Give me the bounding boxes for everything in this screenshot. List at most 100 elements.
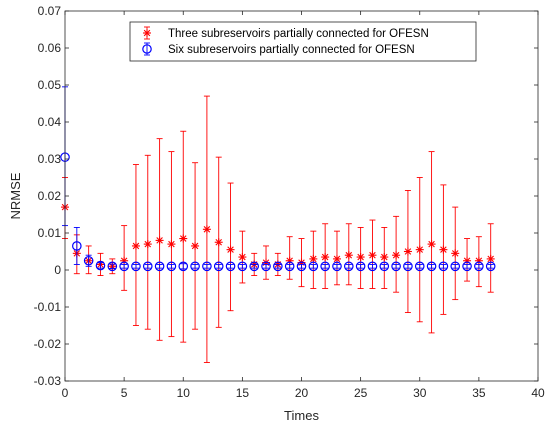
asterisk-stroke (345, 251, 353, 259)
asterisk-stroke (168, 240, 175, 248)
data-point (438, 261, 449, 272)
asterisk-stroke (416, 246, 424, 253)
data-point (450, 261, 461, 272)
asterisk-stroke (440, 246, 447, 253)
series-1 (61, 95, 495, 363)
x-tick-label: 10 (177, 386, 191, 400)
legend: Three subreservoirs partially connected … (129, 21, 477, 62)
asterisk-stroke (215, 238, 222, 246)
data-point (143, 240, 152, 249)
data-point (95, 260, 106, 271)
data-point (83, 255, 94, 266)
asterisk-stroke (381, 253, 388, 261)
asterisk-stroke (487, 255, 494, 263)
x-tick-label: 5 (121, 386, 128, 400)
y-tick-label: -0.03 (34, 374, 62, 388)
asterisk-stroke (203, 226, 211, 233)
data-point (142, 261, 153, 272)
data-point (415, 245, 424, 254)
y-tick-label: 0.04 (38, 115, 62, 129)
asterisk-stroke (156, 237, 163, 244)
data-point (296, 261, 307, 272)
data-point (155, 236, 164, 245)
y-tick-label: 0.07 (38, 4, 62, 18)
y-tick-label: -0.02 (34, 337, 62, 351)
data-point (321, 253, 330, 262)
data-point (284, 261, 295, 272)
series-layer (60, 86, 496, 363)
asterisk-stroke (191, 242, 199, 250)
data-point (202, 261, 212, 272)
data-point (249, 261, 259, 272)
data-point (367, 261, 378, 272)
data-point (414, 261, 425, 272)
y-tick-label: -0.01 (34, 300, 62, 314)
y-tick-label: 0.06 (38, 41, 62, 55)
y-axis-label: NRMSE (8, 172, 23, 219)
data-point (343, 261, 354, 272)
asterisk-stroke (227, 246, 234, 253)
data-point (451, 249, 460, 258)
asterisk-stroke (179, 235, 187, 242)
plot-area (65, 11, 538, 381)
data-point (355, 261, 366, 272)
data-point (225, 261, 236, 272)
data-point (403, 247, 412, 256)
data-point (237, 261, 248, 272)
asterisk-stroke (369, 251, 376, 259)
data-point (320, 261, 330, 272)
legend-entry-2: Six subreservoirs partially connected fo… (142, 42, 415, 56)
data-point (191, 241, 200, 250)
asterisk-stroke (451, 250, 459, 257)
data-point (392, 251, 401, 260)
data-point (485, 261, 496, 272)
data-point (202, 225, 211, 234)
data-point (368, 251, 377, 260)
data-point (166, 261, 177, 272)
data-point (190, 261, 200, 272)
data-point (131, 241, 140, 250)
data-point (356, 253, 365, 262)
legend-label: Six subreservoirs partially connected fo… (168, 44, 415, 56)
asterisk-stroke (428, 240, 435, 248)
data-point (380, 253, 389, 262)
data-point (238, 253, 247, 262)
data-point (72, 241, 82, 251)
y-tick-label: 0.01 (38, 226, 62, 240)
x-tick-label: 20 (295, 386, 309, 400)
data-point (486, 254, 495, 263)
data-point (154, 261, 165, 272)
data-point (439, 245, 448, 254)
data-point (131, 261, 141, 272)
data-point (462, 261, 472, 272)
data-point (167, 240, 176, 249)
legend-entry-1: Three subreservoirs partially connected … (143, 26, 429, 40)
data-point (332, 261, 342, 272)
asterisk-stroke (143, 29, 151, 37)
asterisk-stroke (357, 253, 364, 261)
data-point (403, 261, 413, 272)
asterisk-stroke (144, 240, 152, 248)
y-tick-label: 0 (54, 263, 61, 277)
x-tick-label: 40 (531, 386, 545, 400)
legend-marker (142, 44, 152, 54)
x-tick-label: 25 (354, 386, 368, 400)
y-tick-label: 0.05 (38, 78, 62, 92)
x-tick-label: 30 (413, 386, 427, 400)
asterisk-stroke (239, 253, 246, 261)
data-point (427, 240, 436, 249)
x-axis-label: Times (284, 408, 319, 423)
data-point (273, 261, 283, 272)
data-point (379, 261, 390, 272)
data-point (474, 261, 484, 272)
asterisk-stroke (321, 253, 329, 261)
data-point (119, 261, 129, 272)
asterisk-stroke (132, 242, 140, 250)
data-point (391, 261, 401, 272)
data-point (226, 245, 235, 254)
asterisk-stroke (333, 255, 341, 263)
axes-box (64, 10, 539, 382)
data-point (178, 261, 189, 272)
legend-label: Three subreservoirs partially connected … (168, 28, 429, 40)
